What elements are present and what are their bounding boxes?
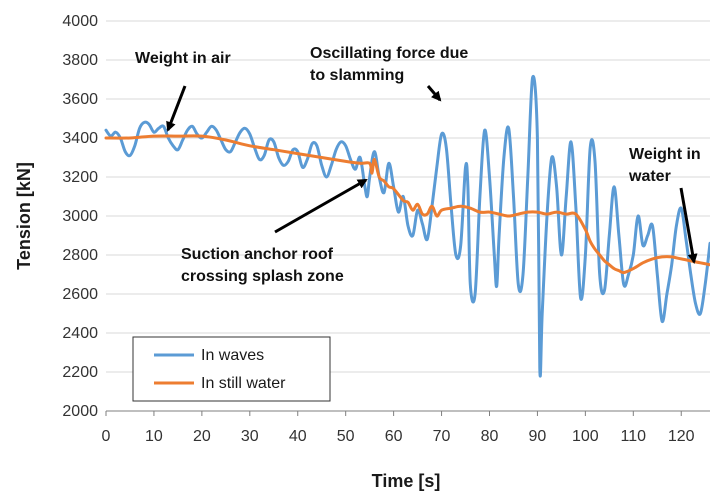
annotation-weight-in-air-arrow [166, 85, 187, 132]
x-tick-label: 30 [241, 428, 259, 445]
y-tick-label: 2400 [62, 325, 98, 342]
x-axis-title: Time [s] [372, 471, 441, 491]
series-line-in-waves [104, 74, 710, 378]
x-tick-label: 40 [289, 428, 307, 445]
annotation-weight-in-water-line: Weight in [629, 146, 701, 163]
legend-label-still-water: In still water [201, 375, 286, 392]
x-tick-label: 120 [668, 428, 695, 445]
y-tick-label: 2200 [62, 364, 98, 381]
x-tick-label: 60 [385, 428, 403, 445]
legend-box [132, 336, 331, 402]
annotation-oscillating-force: Oscillating force due to slamming [310, 45, 468, 84]
x-tick-label: 90 [529, 428, 547, 445]
x-tick-label: 20 [193, 428, 211, 445]
y-tick-label: 2800 [62, 247, 98, 264]
y-tick-label: 3800 [62, 52, 98, 69]
annotation-oscillating-force-line: Oscillating force due [310, 45, 468, 62]
x-tick-label: 0 [102, 428, 111, 445]
y-tick-label: 4000 [62, 13, 98, 30]
y-tick-label: 3200 [62, 169, 98, 186]
x-tick-label: 50 [337, 428, 355, 445]
series-lines [104, 74, 710, 378]
annotation-oscillating-force-arrow [426, 85, 442, 102]
x-tick-label: 110 [621, 428, 647, 445]
annotation-suction-anchor-roof-line: crossing splash zone [181, 268, 344, 285]
annotation-weight-in-air: Weight in air [135, 50, 231, 67]
x-tick-label: 100 [572, 428, 599, 445]
y-tick-label: 3400 [62, 130, 98, 147]
gridlines [106, 20, 710, 373]
y-tick-label: 2000 [62, 403, 98, 420]
annotations: Weight in air Oscillating force due to sla… [135, 45, 701, 285]
annotation-suction-anchor-roof-arrow [274, 178, 368, 234]
x-tick-label: 70 [433, 428, 451, 445]
axes [105, 410, 710, 416]
legend: In waves In still water [132, 336, 331, 402]
annotation-weight-in-water: Weight in water [628, 146, 701, 185]
legend-label-waves: In waves [201, 347, 264, 364]
x-tick-labels: 0 10 20 30 40 50 60 70 80 90 100 110 120 [102, 428, 695, 445]
annotation-oscillating-force-line: to slamming [310, 67, 404, 84]
y-tick-labels: 2000 2200 2400 2600 2800 3000 3200 3400 3600 3800… [62, 13, 98, 420]
annotation-weight-in-water-line: water [628, 168, 671, 185]
annotation-weight-in-air-line: Weight in air [135, 50, 231, 67]
y-tick-label: 3000 [62, 208, 98, 225]
x-tick-label: 10 [145, 428, 163, 445]
annotation-weight-in-water-arrow [679, 187, 698, 264]
y-tick-label: 3600 [62, 91, 98, 108]
series-line-in-still-water [104, 134, 710, 275]
annotation-suction-anchor-roof: Suction anchor roof crossing splash zone [181, 246, 344, 285]
y-tick-label: 2600 [62, 286, 98, 303]
y-axis-title: Tension [kN] [14, 162, 34, 270]
annotation-suction-anchor-roof-line: Suction anchor roof [181, 246, 334, 263]
x-tick-label: 80 [481, 428, 499, 445]
